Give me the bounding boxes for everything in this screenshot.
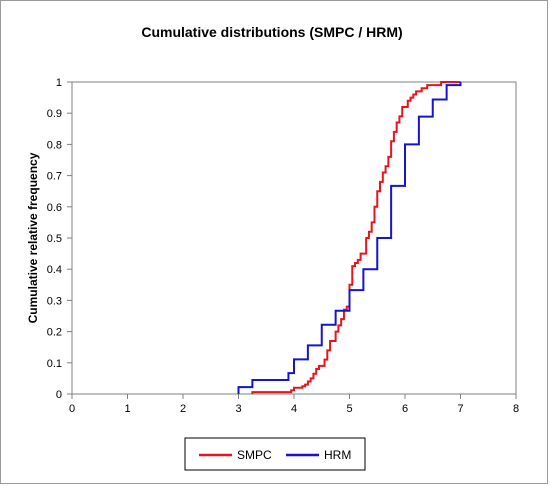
x-tick-label: 7: [457, 403, 463, 415]
y-tick-label: 0.8: [47, 139, 62, 151]
y-tick-label: 1: [56, 77, 62, 89]
legend-label-hrm: HRM: [324, 448, 351, 462]
series-layer: [237, 81, 462, 394]
y-tick-label: 0: [56, 389, 62, 401]
y-tick-label: 0.2: [47, 327, 62, 339]
y-tick-label: 0.9: [47, 108, 62, 120]
series-line-smpc: [251, 81, 461, 394]
y-tick-label: 0.3: [47, 295, 62, 307]
plot-border: [71, 81, 517, 395]
x-axis: 0 1 2 3 4 5 6 7 8: [69, 394, 519, 415]
x-tick-label: 2: [180, 403, 186, 415]
y-axis-label: Cumulative relative frequency: [26, 152, 40, 323]
y-tick-label: 0.4: [47, 264, 62, 276]
x-tick-label: 0: [69, 403, 75, 415]
x-tick-label: 6: [402, 403, 408, 415]
x-tick-label: 1: [124, 403, 130, 415]
chart-title: Cumulative distributions (SMPC / HRM): [141, 24, 402, 40]
legend: SMPC HRM: [184, 437, 366, 471]
plot-area: [71, 81, 517, 395]
y-axis: 0 0.1 0.2 0.3 0.4 0.5 0.6 0.7 0.8 0.9 1: [47, 77, 72, 401]
y-tick-label: 0.6: [47, 202, 62, 214]
series-line-hrm: [237, 82, 462, 394]
y-tick-label: 0.7: [47, 171, 62, 183]
x-tick-label: 3: [235, 403, 241, 415]
x-tick-label: 4: [291, 403, 297, 415]
x-tick-label: 8: [513, 403, 519, 415]
y-tick-label: 0.1: [47, 358, 62, 370]
x-tick-label: 5: [346, 403, 352, 415]
legend-label-smpc: SMPC: [237, 448, 272, 462]
y-tick-label: 0.5: [47, 233, 62, 245]
